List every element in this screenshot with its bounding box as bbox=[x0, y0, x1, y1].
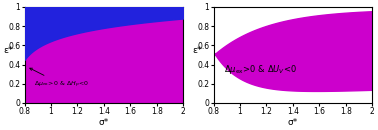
Text: $\Delta\mu_{\rm ex}\!>\!0$ & $\Delta H_p\!<\!0$: $\Delta\mu_{\rm ex}\!>\!0$ & $\Delta H_p… bbox=[30, 68, 90, 90]
Y-axis label: ε*: ε* bbox=[3, 46, 13, 55]
X-axis label: σ*: σ* bbox=[288, 118, 298, 126]
Text: $\Delta\mu_{\rm ex}\!>\!0$ & $\Delta U_V\!<\!0$: $\Delta\mu_{\rm ex}\!>\!0$ & $\Delta U_V… bbox=[224, 63, 297, 76]
Y-axis label: ε*: ε* bbox=[192, 46, 202, 55]
X-axis label: σ*: σ* bbox=[99, 118, 109, 126]
